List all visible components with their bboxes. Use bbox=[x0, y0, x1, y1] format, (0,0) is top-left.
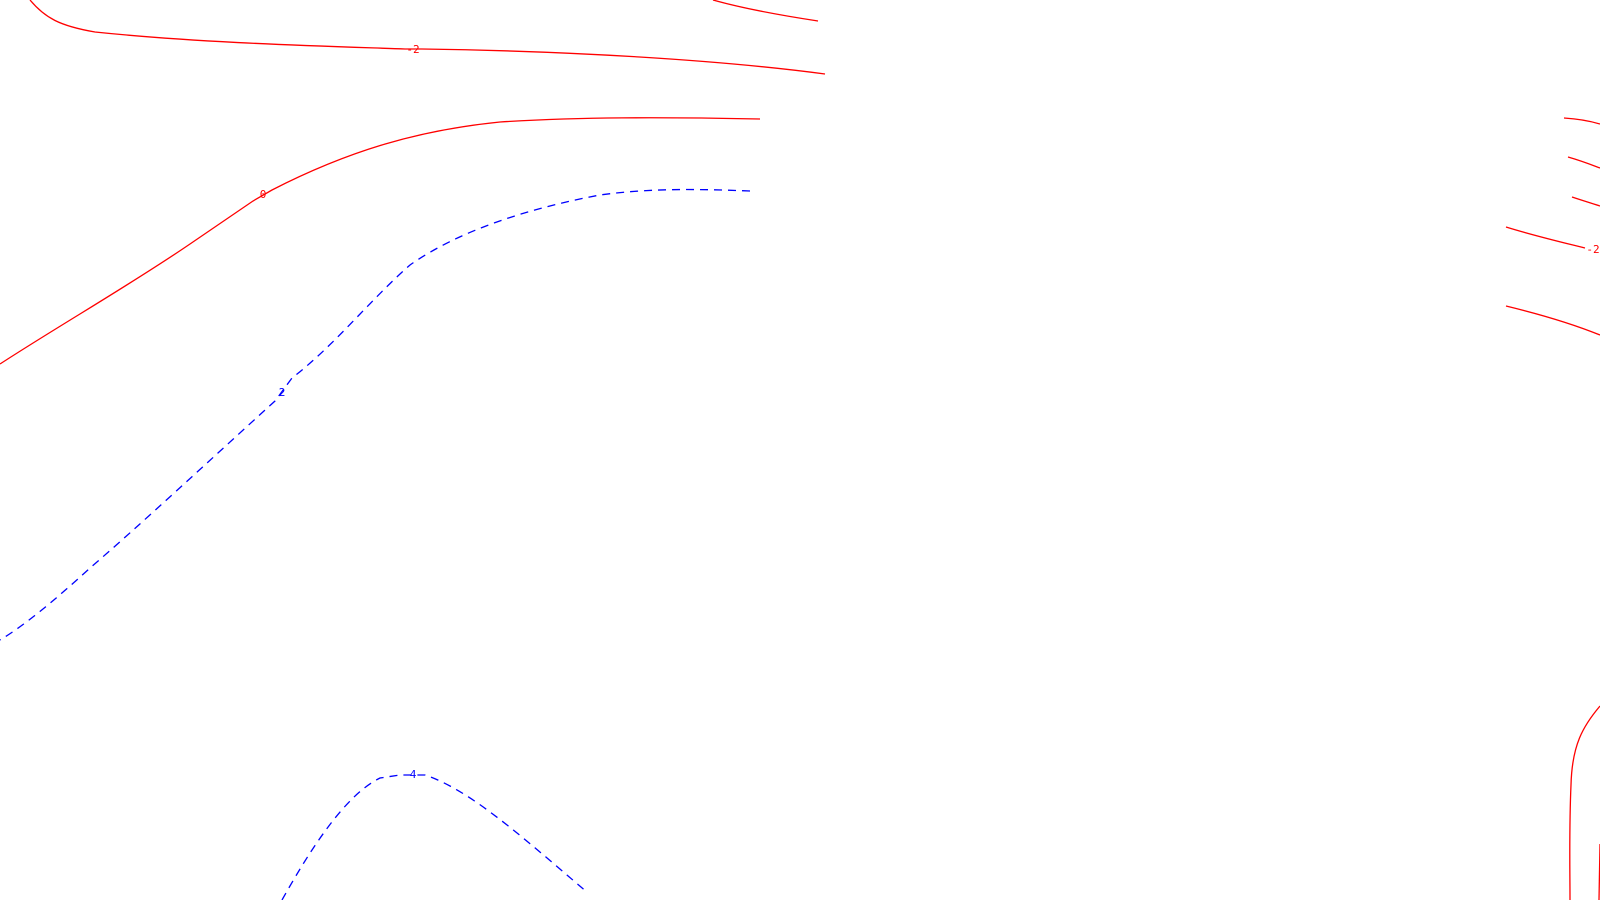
label-pos2: 2 bbox=[279, 386, 286, 399]
label-zero: 0 bbox=[260, 188, 267, 201]
contour-pos4 bbox=[281, 774, 589, 900]
contour-neg2-top-short bbox=[712, 0, 819, 22]
contour-right-bottom-curve bbox=[1569, 705, 1600, 900]
contour-zero bbox=[0, 117, 761, 365]
contour-pos2 bbox=[0, 188, 751, 641]
contour-right-lower bbox=[1505, 305, 1600, 336]
label-neg2-right: -2 bbox=[1586, 243, 1599, 256]
contour-labels: -2 0 2 4 -2 bbox=[260, 43, 1600, 781]
contour-neg2-top-long bbox=[29, 0, 826, 75]
label-neg2-top: -2 bbox=[406, 43, 419, 56]
label-pos4: 4 bbox=[410, 768, 417, 781]
contour-right-upper-2 bbox=[1567, 156, 1600, 169]
contour-right-upper-1 bbox=[1563, 117, 1600, 125]
contour-right-neg2 bbox=[1505, 226, 1586, 249]
contour-right-upper-3 bbox=[1571, 196, 1600, 207]
